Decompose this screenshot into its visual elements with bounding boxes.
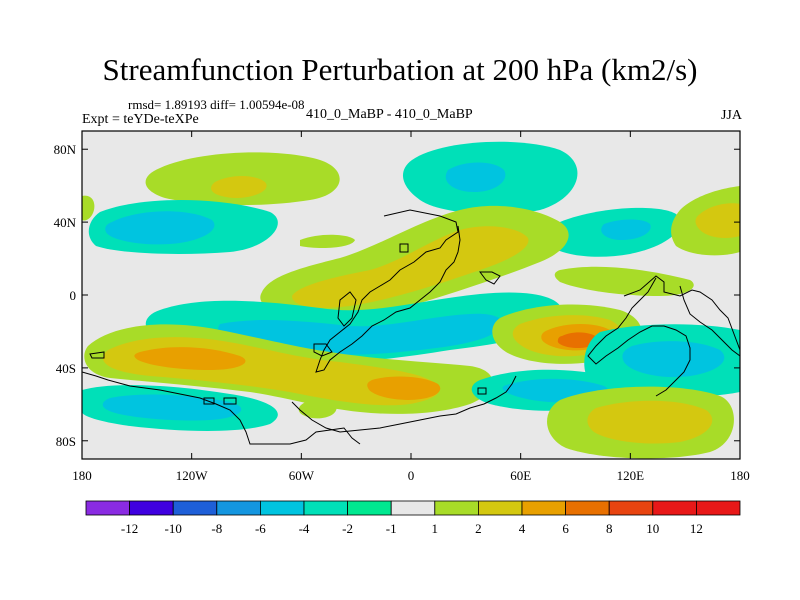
coastlines: [82, 209, 740, 445]
colorbar-label: -1: [386, 521, 397, 536]
season-label: JJA: [720, 108, 742, 123]
field-east-low-blue: [622, 341, 725, 378]
x-tick-label: 60W: [289, 468, 315, 483]
coastline-arabia: [479, 271, 501, 285]
experiment-label: Expt = teYDe-teXPe: [82, 112, 199, 127]
x-tick-label: 60E: [510, 468, 531, 483]
field-sh-orange-atl: [367, 376, 441, 400]
field-nh-yellow-west: [211, 176, 267, 198]
colorbar-label: -6: [255, 521, 266, 536]
colorbar-box: [696, 500, 741, 516]
case-label: 410_0_MaBP - 410_0_MaBP: [306, 107, 473, 122]
colorbar-label: 10: [646, 521, 659, 536]
colorbar-box: [434, 500, 479, 516]
field-io-darkorange: [557, 332, 599, 348]
coastline-s-atlantic: [291, 375, 517, 433]
coastline-asia: [623, 275, 740, 351]
x-tick-label: 0: [408, 468, 415, 483]
colorbar-label: 4: [519, 521, 526, 536]
x-tick-label: 180: [730, 468, 750, 483]
coastline-caribbean: [313, 343, 333, 357]
colorbar-box: [565, 500, 610, 516]
contour-fields: [82, 141, 740, 459]
colorbar-box: [172, 500, 218, 516]
colorbar-label: 2: [475, 521, 482, 536]
colorbar-box: [85, 500, 130, 516]
field-nh-green-blob-atl: [300, 234, 355, 248]
colorbar-box: [390, 500, 436, 516]
coastline-island-c: [477, 387, 487, 395]
coastline-island-b: [223, 397, 237, 405]
y-axis: 80N 40N 0 40S 80S: [54, 142, 740, 449]
colorbar-label: -12: [121, 521, 138, 536]
x-tick-label: 120E: [617, 468, 645, 483]
field-arctic-blue: [445, 162, 506, 192]
field-tropic-green-east: [554, 266, 694, 296]
colorbar-box: [652, 500, 697, 516]
field-sh-orange-west: [134, 347, 246, 370]
field-tropic-yellow: [292, 226, 529, 308]
field-so-yellow-east: [587, 400, 713, 444]
coastline-australia: [679, 285, 740, 357]
colorbar-box: [347, 500, 392, 516]
colorbar-box: [608, 500, 654, 516]
x-tick-label: 180: [72, 468, 92, 483]
y-tick-label: 80N: [54, 142, 77, 157]
colorbar-label: -4: [299, 521, 310, 536]
field-tropic-low-blue: [218, 313, 503, 355]
colorbar-label: 6: [562, 521, 569, 536]
coastline-madagascar: [399, 243, 409, 253]
field-nh-green-far-west: [82, 195, 95, 221]
colorbar-box: [259, 500, 305, 516]
coastline-gulf: [337, 291, 357, 327]
coastline-africa: [315, 209, 461, 373]
field-so-green-small: [298, 398, 337, 419]
colorbar-label: 8: [606, 521, 613, 536]
y-tick-label: 40S: [56, 361, 76, 376]
colorbar-box: [477, 500, 523, 516]
x-tick-label: 120W: [176, 468, 209, 483]
coastline-se-asia: [587, 277, 691, 397]
y-tick-label: 0: [70, 288, 77, 303]
colorbar-label: -10: [165, 521, 182, 536]
colorbar-box: [303, 500, 348, 516]
coastline-antarctic-w: [89, 351, 105, 359]
colorbar-label: 1: [432, 521, 439, 536]
y-tick-label: 80S: [56, 434, 76, 449]
colorbar-box: [521, 500, 566, 516]
x-axis: 180 120W 60W 0 60E 120E 180: [72, 131, 750, 483]
field-nh-yellow-far-east: [695, 203, 740, 238]
field-nh-blue-west: [105, 211, 215, 245]
colorbar-label: -8: [211, 521, 222, 536]
coastline-island-a: [203, 397, 215, 405]
colorbar: -12 -10 -8 -6 -4 -2 -1 1 2 4 6 8 10 12: [85, 500, 741, 536]
field-nh-blue-east: [601, 219, 651, 240]
colorbar-box: [129, 500, 174, 516]
y-tick-label: 40N: [54, 215, 77, 230]
colorbar-label: -2: [342, 521, 353, 536]
stats-text: rmsd= 1.89193 diff= 1.00594e-08: [128, 97, 305, 112]
coastline-s-america: [82, 371, 361, 445]
chart-title: Streamfunction Perturbation at 200 hPa (…: [102, 52, 698, 87]
colorbar-box: [216, 500, 261, 516]
colorbar-label: 12: [690, 521, 703, 536]
